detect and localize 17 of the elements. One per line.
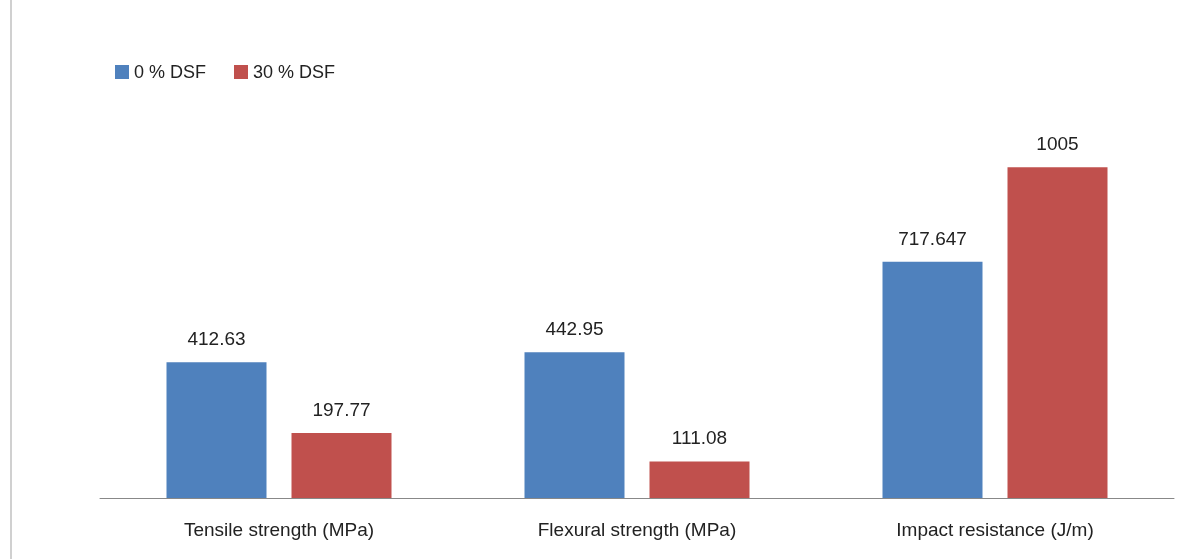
data-label: 111.08 [671, 427, 728, 449]
x-tick-label: Impact resistance (J/m) [896, 519, 1094, 540]
data-label: 717.647 [898, 227, 967, 249]
bar [524, 352, 625, 498]
x-tick-label: Tensile strength (MPa) [183, 519, 375, 540]
bar [1007, 167, 1108, 498]
legend-label: 0 % DSF [134, 62, 207, 82]
bar [291, 432, 392, 498]
data-label: 197.77 [312, 398, 371, 420]
data-label: 442.95 [545, 318, 604, 340]
bar [649, 461, 750, 498]
legend-label: 30 % DSF [253, 62, 336, 82]
bar [166, 362, 267, 498]
data-label: 412.63 [187, 328, 246, 350]
bar [882, 261, 983, 498]
data-label: 1005 [1036, 133, 1079, 155]
x-tick-label: Flexural strength (MPa) [537, 519, 737, 540]
